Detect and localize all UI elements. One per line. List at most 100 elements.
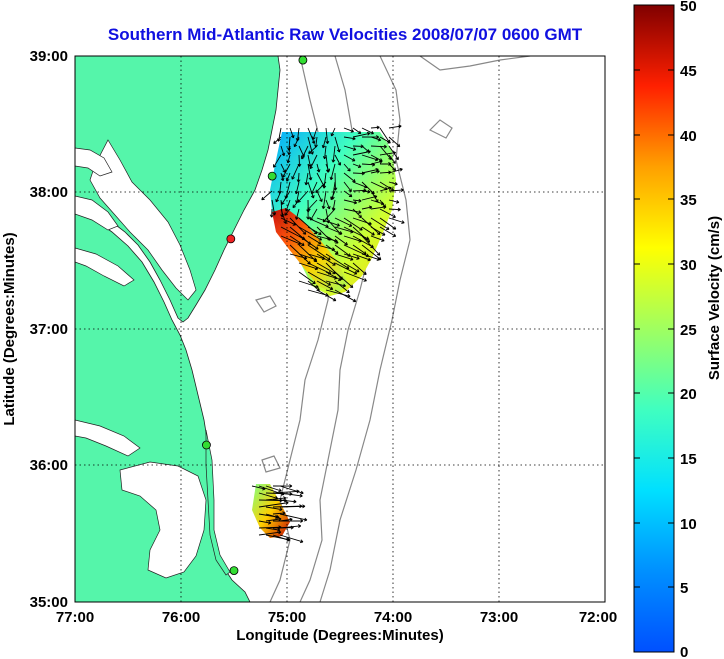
velocity-vector: [316, 253, 336, 266]
velocity-vector: [279, 499, 297, 504]
radar-station-marker: [298, 56, 308, 65]
velocity-vector: [296, 172, 301, 183]
velocity-vector: [322, 172, 327, 189]
velocity-vector: [325, 163, 330, 172]
velocity-vector: [379, 186, 392, 192]
velocity-vector: [280, 208, 287, 224]
radar-station-marker: [226, 234, 236, 244]
velocity-vector: [325, 199, 331, 210]
velocity-vector: [343, 262, 360, 273]
velocity-vector: [352, 208, 362, 219]
velocity-vector: [388, 124, 402, 129]
velocity-vector: [334, 280, 350, 294]
x-tick-label: 75:00: [268, 609, 306, 626]
velocity-vector: [321, 136, 327, 149]
velocity-vector: [334, 217, 353, 227]
x-tick-label: 74:00: [374, 609, 412, 626]
velocity-vector: [298, 235, 319, 250]
x-tick-labels: 77:00 76:00 75:00 74:00 73:00 72:00: [56, 609, 617, 626]
grid-lines: [75, 56, 605, 602]
map-area: [75, 56, 605, 602]
velocity-vector: [307, 127, 316, 144]
velocity-vector: [334, 136, 341, 153]
radar-stations: [202, 56, 308, 576]
velocity-vector: [343, 199, 358, 205]
velocity-vector: [388, 207, 401, 212]
velocity-vector: [352, 149, 371, 156]
velocity-vector: [343, 163, 351, 172]
velocity-vector: [379, 151, 397, 156]
velocity-vector: [370, 144, 387, 149]
velocity-vector: [343, 181, 352, 193]
velocity-vector: [352, 163, 362, 168]
figure-title: Southern Mid-Atlantic Raw Velocities 200…: [108, 25, 583, 44]
velocity-vector: [370, 235, 385, 242]
velocity-vector: [308, 145, 318, 154]
velocity-vector: [279, 485, 304, 495]
velocity-vector: [361, 226, 375, 236]
velocity-vector: [352, 262, 367, 276]
velocity-vector: [292, 199, 300, 209]
colorbar-tick-label: 5: [680, 580, 688, 597]
colorbar-tick-label: 0: [680, 644, 688, 659]
velocity-vector: [280, 145, 286, 157]
velocity-vector: [334, 271, 354, 289]
velocity-vector: [370, 125, 380, 130]
velocity-vector: [258, 520, 272, 525]
chesapeake-bay: [89, 139, 197, 301]
velocity-vector: [307, 163, 313, 181]
velocity-vector: [258, 530, 282, 536]
velocity-vector: [289, 253, 308, 260]
velocity-vector: [331, 199, 336, 211]
velocity-vector: [279, 504, 306, 509]
velocity-vector: [316, 190, 323, 203]
velocity-vector: [361, 194, 378, 201]
velocity-vector: [265, 506, 283, 512]
colorbar-tick-label: 30: [680, 257, 697, 274]
y-tick-label: 36:00: [30, 457, 68, 474]
velocity-vector: [370, 136, 382, 142]
velocity-vector: [279, 534, 304, 544]
velocity-vector: [316, 289, 337, 302]
velocity-vector: [343, 154, 356, 162]
velocity-vector: [272, 489, 300, 494]
velocity-vector: [370, 159, 383, 165]
y-tick-label: 37:00: [30, 321, 68, 338]
y-tick-label: 38:00: [30, 184, 68, 201]
colorbar-tick-label: 15: [680, 451, 697, 468]
velocity-vector: [316, 163, 321, 173]
velocity-vector: [287, 145, 292, 156]
velocity-vector: [273, 136, 282, 145]
x-tick-label: 72:00: [579, 609, 617, 626]
velocity-vector: [361, 135, 380, 140]
velocity-vector: [312, 127, 318, 140]
velocity-vector: [285, 172, 291, 182]
velocity-vector: [361, 253, 381, 261]
x-tick-label: 73:00: [480, 609, 518, 626]
velocity-vector: [334, 253, 354, 261]
velocity-vector: [307, 226, 322, 236]
colorbar-tick-label: 40: [680, 128, 697, 145]
velocity-vector: [298, 271, 316, 285]
colorbar-tick-label: 35: [680, 192, 697, 209]
colorbar-tick-label: 45: [680, 63, 697, 80]
velocity-vector: [361, 235, 381, 256]
velocity-vector: [325, 280, 346, 288]
y-tick-label: 35:00: [30, 594, 68, 611]
velocity-vector: [334, 262, 358, 275]
colorbar-tick-label: 20: [680, 386, 697, 403]
velocity-vector: [343, 253, 360, 260]
velocity-vector: [272, 534, 290, 542]
velocity-vector: [325, 271, 342, 281]
velocity-vector: [325, 127, 330, 145]
velocity-vector: [265, 517, 282, 522]
velocity-vector: [370, 217, 390, 230]
velocity-vector: [352, 127, 362, 134]
velocity-vector: [388, 199, 400, 204]
velocity-vector: [388, 217, 405, 224]
velocity-vector: [352, 253, 371, 262]
velocity-vector: [289, 127, 295, 139]
velocity-vector: [330, 190, 336, 201]
velocity-vector: [361, 127, 374, 135]
